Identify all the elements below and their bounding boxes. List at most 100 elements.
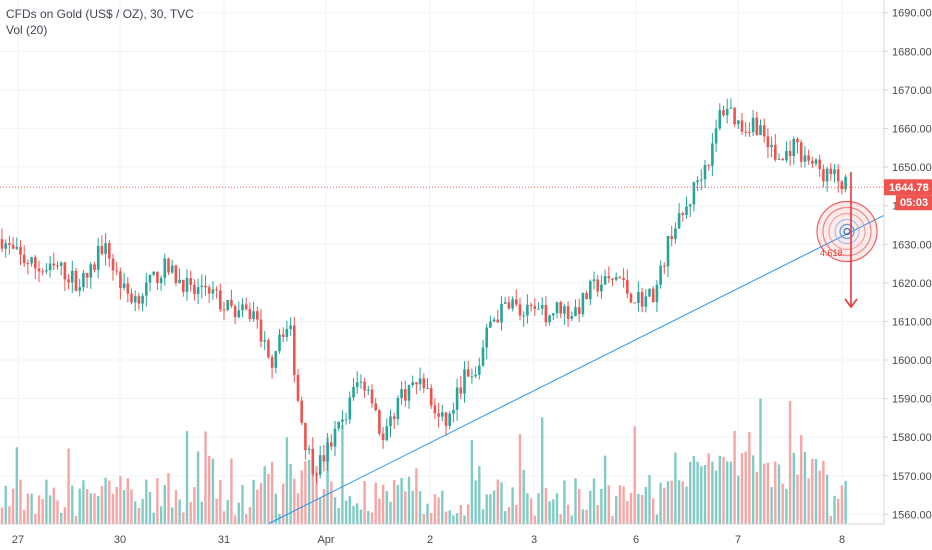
candle-body <box>666 236 670 267</box>
volume-bar <box>367 510 370 524</box>
candle-body <box>19 246 22 255</box>
candle-body <box>326 442 329 462</box>
volume-bar <box>256 489 259 524</box>
volume-bar <box>825 474 829 524</box>
candle-body <box>688 204 692 207</box>
candle-body <box>481 347 485 366</box>
y-tick-label: 1620.00 <box>892 278 932 290</box>
symbol-title[interactable]: CFDs on Gold (US$ / OZ), 30, TVC <box>6 7 194 21</box>
candle-body <box>470 376 474 378</box>
candle-body <box>714 128 718 144</box>
candle-body <box>555 302 559 314</box>
candle-body <box>67 279 70 283</box>
candle-body <box>663 265 666 267</box>
volume-bar <box>470 439 474 524</box>
candle-body <box>71 270 74 283</box>
volume-bar <box>167 473 170 524</box>
volume-bar <box>467 504 470 524</box>
candle-body <box>622 278 625 280</box>
current-price-text: 1644.78 <box>889 182 929 194</box>
candle-body <box>30 257 33 264</box>
candle-body <box>740 120 744 132</box>
volume-bars <box>0 398 847 524</box>
candle-body <box>755 117 759 136</box>
candle-body <box>614 277 618 280</box>
candle-body <box>707 165 710 167</box>
volume-bar <box>837 498 840 524</box>
volume-bar <box>681 481 684 524</box>
candle-body <box>592 279 596 282</box>
volume-bar <box>300 470 303 524</box>
candle-body <box>348 397 352 420</box>
volume-bar <box>348 496 351 524</box>
candle-body <box>437 413 440 417</box>
y-tick-label: 1680.00 <box>892 46 932 58</box>
volume-bar <box>248 507 252 524</box>
candle-body <box>204 285 207 288</box>
volume-bar <box>60 512 63 524</box>
volume-bar <box>692 456 696 524</box>
volume-bar <box>182 512 185 524</box>
candle-body <box>640 292 644 307</box>
volume-bar <box>89 493 92 524</box>
volume-bar <box>385 491 388 524</box>
volume-bar <box>718 455 721 524</box>
volume-bar <box>463 515 466 524</box>
volume-bar <box>504 511 507 524</box>
volume-bar <box>529 498 533 524</box>
candle-body <box>759 125 762 136</box>
candle-body <box>581 293 585 315</box>
candle-body <box>111 258 115 271</box>
x-tick-label: 8 <box>839 534 845 546</box>
volume-bar <box>603 455 607 524</box>
volume-bar <box>478 466 481 524</box>
volume-bar <box>707 453 710 524</box>
candle-body <box>300 400 303 423</box>
candle-body <box>0 239 4 249</box>
volume-bar <box>796 474 799 524</box>
volume-bar <box>670 480 673 524</box>
volume-bar <box>108 480 111 524</box>
volume-bar <box>0 507 4 524</box>
candle-body <box>829 168 833 175</box>
candle-body <box>511 299 514 309</box>
volume-bar <box>278 513 281 524</box>
volume-bar <box>104 477 107 524</box>
volume-bar <box>415 468 418 524</box>
candle-body <box>89 264 93 278</box>
candle-body <box>404 389 407 401</box>
volume-bar <box>185 431 189 524</box>
candle-body <box>803 155 807 162</box>
volume-bar <box>100 485 104 524</box>
candle-body <box>185 278 189 292</box>
volume-bar <box>822 460 825 524</box>
candle-body <box>762 125 766 137</box>
arrow-head <box>844 298 858 309</box>
volume-bar <box>585 509 588 524</box>
y-tick-label: 1570.00 <box>892 471 932 483</box>
volume-bar <box>189 502 192 524</box>
volume-bar <box>596 504 599 524</box>
volume-bar <box>722 456 725 524</box>
candle-body <box>115 270 118 272</box>
volume-bar <box>85 489 89 524</box>
volume-indicator-label[interactable]: Vol (20) <box>6 23 48 37</box>
candle-body <box>544 304 548 323</box>
volume-bar <box>689 461 692 524</box>
volume-bar <box>8 506 11 524</box>
candle-body <box>818 159 821 170</box>
x-tick-label: 2 <box>427 534 433 546</box>
candle-body <box>385 426 389 441</box>
candle-body <box>85 272 89 278</box>
candle-body <box>15 246 19 249</box>
candle-body <box>59 262 63 266</box>
candle-body <box>219 290 222 310</box>
volume-bar <box>193 487 196 524</box>
volume-bar <box>711 461 714 524</box>
volume-bar <box>489 494 492 524</box>
volume-bar <box>274 493 277 524</box>
volume-bar <box>389 501 392 524</box>
